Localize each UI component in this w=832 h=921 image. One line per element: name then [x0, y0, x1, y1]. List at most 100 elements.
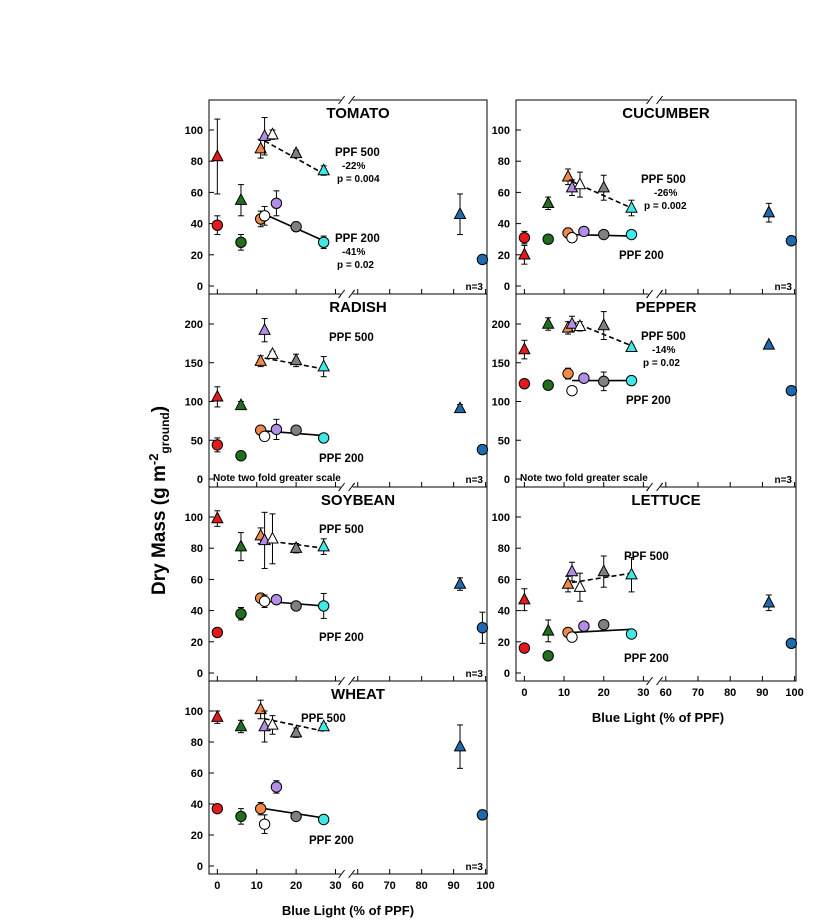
point-orange	[562, 367, 574, 380]
annotation: PPF 500	[301, 713, 346, 725]
point-red	[211, 802, 224, 815]
point-white	[573, 177, 587, 190]
n-label: n=3	[465, 862, 483, 873]
point-green	[542, 379, 554, 391]
y-tick-label: 80	[191, 543, 203, 555]
y-tick-label: 60	[498, 574, 510, 586]
series-ppf-500	[518, 168, 776, 265]
panel-frame	[208, 486, 488, 682]
point-red	[518, 642, 531, 654]
panel-title: TOMATO	[326, 105, 390, 122]
axis-break-top-gap	[648, 289, 661, 299]
y-tick-label: 60	[498, 187, 510, 199]
x-tick-label: 10	[558, 687, 570, 699]
y-tick-label: 40	[191, 606, 203, 618]
y-tick-label: 80	[191, 737, 203, 749]
y-tick-label: 20	[191, 830, 203, 842]
y-tick-label: 200	[492, 319, 510, 331]
annotation: p = 0.02	[337, 260, 374, 271]
x-axis-label-right: Blue Light (% of PPF)	[592, 710, 724, 725]
axis-break-top-gap	[648, 95, 661, 105]
point-lavender	[578, 372, 590, 384]
axis-break-top-gap	[340, 676, 353, 686]
series-ppf-500	[211, 318, 467, 414]
point-blue	[785, 235, 798, 247]
axis-break-top-slash-a	[338, 676, 346, 686]
axis-break-bottom-slash-b	[348, 869, 356, 879]
point-gray	[597, 318, 611, 331]
point-red	[518, 592, 531, 605]
panel-title: CUCUMBER	[622, 105, 710, 122]
point-red	[211, 389, 224, 402]
point-red	[211, 626, 224, 639]
point-green	[541, 195, 555, 209]
point-blue	[476, 809, 489, 821]
series-ppf-200	[211, 780, 489, 834]
point-cyan	[625, 228, 638, 241]
annotation: p = 0.004	[337, 174, 380, 185]
x-tick-label: 80	[416, 880, 428, 892]
point-gray	[290, 810, 302, 823]
point-gray	[289, 353, 303, 366]
y-axis-label-main: Dry Mass (g m	[149, 465, 170, 595]
point-orange	[254, 353, 267, 366]
axis-break-top-slash-b	[348, 289, 356, 299]
point-red	[518, 377, 531, 390]
annotation: -26%	[654, 188, 677, 199]
series-ppf-500	[211, 699, 467, 769]
panel-title: PEPPER	[636, 299, 697, 316]
annotation: PPF 500	[335, 147, 380, 159]
point-cyan	[317, 600, 330, 612]
panel-radish: 0 50 100 150 200 RADISH n=3 Note two fold great…	[185, 289, 489, 492]
y-tick-label: 0	[197, 668, 203, 680]
panel-title: SOYBEAN	[321, 492, 395, 509]
y-tick-label: 150	[185, 358, 203, 370]
point-lavender	[565, 316, 579, 329]
annotation: -22%	[342, 161, 365, 172]
x-tick-label: 0	[521, 687, 527, 699]
y-tick-label: 0	[504, 668, 510, 680]
axis-break-bottom-gap	[648, 676, 661, 686]
axis-break-top-slash-a	[338, 289, 346, 299]
axis-break-top-slash-a	[646, 482, 653, 492]
point-green	[235, 236, 247, 249]
y-axis-label-sub: ground	[158, 412, 172, 453]
point-gray	[597, 180, 611, 193]
point-cyan	[625, 374, 638, 387]
x-axis-label-left: Blue Light (% of PPF)	[282, 903, 414, 918]
y-tick-label: 60	[191, 187, 203, 199]
point-white	[566, 384, 578, 397]
point-cyan	[625, 200, 638, 213]
point-blue	[476, 253, 489, 266]
annotation: PPF 200	[624, 653, 669, 665]
y-tick-label: 60	[191, 574, 203, 586]
point-blue	[453, 739, 467, 752]
axis-break-top-slash-b	[656, 95, 663, 105]
point-white	[573, 318, 587, 332]
point-blue	[453, 206, 467, 219]
point-cyan	[317, 359, 331, 372]
panel-title: WHEAT	[331, 686, 385, 703]
point-green	[541, 316, 555, 329]
point-gray	[597, 564, 611, 577]
point-orange	[561, 169, 575, 182]
axis-break-top-slash-b	[656, 482, 663, 492]
point-green	[542, 233, 554, 245]
point-lavender	[270, 781, 283, 793]
point-cyan	[625, 628, 638, 640]
axis-break-top-gap	[340, 289, 353, 299]
annotation: PPF 200	[619, 250, 664, 262]
point-cyan	[625, 567, 638, 580]
point-white	[566, 631, 578, 643]
y-axis-label-close: )	[149, 406, 170, 412]
axis-break-top-gap	[340, 482, 353, 492]
axis-break-bottom-slash-a	[646, 676, 653, 686]
point-green	[542, 650, 554, 662]
y-tick-label: 100	[185, 706, 203, 718]
point-lavender	[578, 620, 590, 632]
x-tick-label: 20	[290, 880, 302, 892]
point-white	[258, 210, 271, 222]
point-lavender	[258, 322, 271, 335]
point-green	[234, 397, 248, 411]
